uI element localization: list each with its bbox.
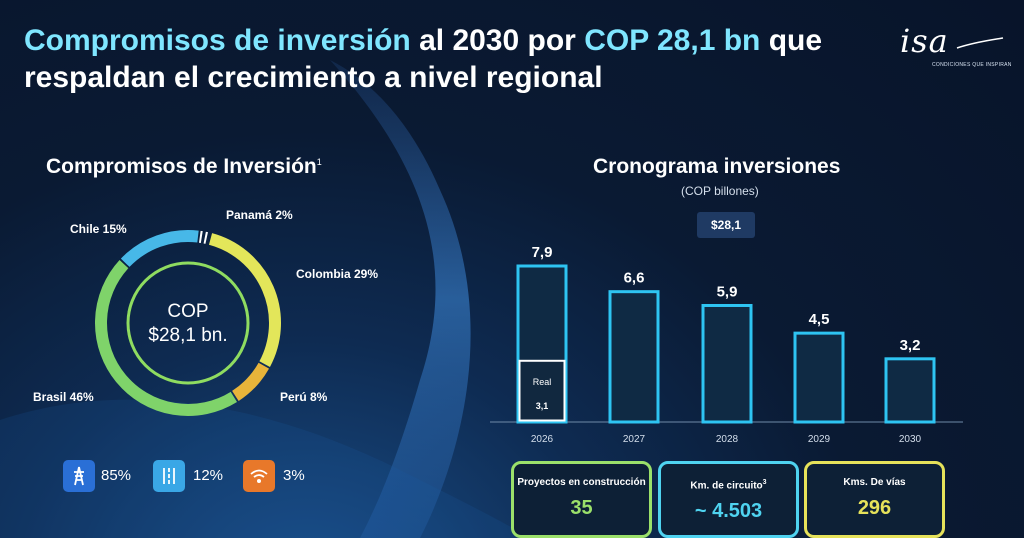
x-tick-label-2027: 2027 bbox=[623, 434, 646, 445]
kpi-roads-label: Kms. De vías bbox=[843, 477, 906, 488]
page-title: Compromisos de inversión al 2030 por COP… bbox=[24, 22, 844, 96]
slice-label-colombia-text: Colombia 29% bbox=[296, 267, 379, 281]
slice-label-colombia: Colombia 29% bbox=[296, 266, 378, 283]
slice-label-panama: Panamá 2% bbox=[226, 208, 293, 222]
transmission-tower-icon bbox=[63, 460, 95, 492]
bar-value-label-2027: 6,6 bbox=[624, 270, 645, 287]
logo-tagline: CONDICIONES QUE INSPIRAN bbox=[932, 62, 1012, 68]
energy-share-value: 85% bbox=[101, 467, 132, 484]
slice-label-peru: Perú 8% bbox=[280, 390, 328, 404]
real-label: Real bbox=[533, 377, 552, 387]
title-text-1: al 2030 por bbox=[410, 24, 585, 57]
title-highlight-2: COP 28,1 bn bbox=[584, 24, 761, 57]
donut-center-line1: COP bbox=[167, 301, 209, 322]
kpi-circuit-label-text: Km. de circuito bbox=[690, 480, 763, 492]
kpi-circuit-value: ~ 4.503 bbox=[694, 500, 763, 523]
bar-real-segment-2026 bbox=[518, 359, 566, 422]
real-value-label: 3,1 bbox=[536, 401, 549, 411]
bar-2029 bbox=[793, 331, 845, 424]
logo-swash-icon bbox=[956, 37, 1004, 49]
donut-slice-brasil bbox=[95, 260, 237, 416]
wifi-signal-icon bbox=[243, 460, 275, 492]
donut-slice-peru bbox=[231, 362, 270, 401]
x-tick-label-2028: 2028 bbox=[716, 434, 739, 445]
total-tag: $28,1 bbox=[697, 212, 755, 238]
donut-slice-chile bbox=[120, 230, 199, 268]
kpi-roads-value: 296 bbox=[857, 497, 892, 519]
roads-share-value: 12% bbox=[193, 467, 224, 484]
slice-label-chile: Chile 15% bbox=[70, 222, 127, 236]
road-lanes-icon bbox=[153, 460, 185, 492]
kpi-circuit-footnote: 3 bbox=[762, 479, 767, 486]
inner-ring bbox=[126, 261, 250, 385]
kpi-circuit-label: Km. de circuito3 bbox=[661, 476, 796, 492]
x-tick-label-2030: 2030 bbox=[899, 434, 922, 445]
kpi-circuit-card: Km. de circuito3 ~ 4.503 bbox=[658, 461, 799, 538]
title-highlight-1: Compromisos de inversión bbox=[24, 24, 411, 57]
bar-value-label-2026: 7,9 bbox=[532, 244, 553, 261]
bar-2030 bbox=[884, 357, 936, 424]
telecom-share-value: 3% bbox=[283, 467, 305, 484]
bar-2027 bbox=[608, 290, 660, 424]
investment-schedule-subtitle: (COP billones) bbox=[681, 184, 759, 198]
donut-slice-panama bbox=[198, 230, 211, 245]
bar-value-label-2029: 4,5 bbox=[809, 311, 830, 328]
investment-commitments-title-text: Compromisos de Inversión bbox=[46, 155, 317, 178]
isa-logo: isa bbox=[900, 22, 949, 60]
kpi-projects-label: Proyectos en construcción bbox=[517, 477, 646, 488]
title-text-2: que respaldan el crecimiento a nivel reg… bbox=[24, 24, 823, 94]
kpi-projects-value: 35 bbox=[570, 497, 593, 519]
x-tick-label-2029: 2029 bbox=[808, 434, 831, 445]
kpi-roads-card: Kms. De vías 296 bbox=[804, 461, 945, 538]
donut-center-line2: $28,1 bn. bbox=[148, 325, 228, 346]
bar-value-label-2028: 5,9 bbox=[717, 283, 738, 300]
bar-2028 bbox=[701, 303, 753, 424]
donut-center-label: COP $28,1 bn. bbox=[138, 300, 238, 348]
footnote-marker: 1 bbox=[316, 157, 322, 167]
bar-value-label-2030: 3,2 bbox=[900, 337, 921, 354]
slice-label-brasil: Brasil 46% bbox=[33, 390, 94, 404]
x-tick-label-2026: 2026 bbox=[531, 434, 554, 445]
donut-slice-colombia bbox=[208, 233, 281, 367]
kpi-projects-card: Proyectos en construcción 35 bbox=[511, 461, 652, 538]
investment-schedule-title: Cronograma inversiones bbox=[593, 155, 841, 178]
investment-commitments-title: Compromisos de Inversión1 bbox=[46, 155, 322, 179]
